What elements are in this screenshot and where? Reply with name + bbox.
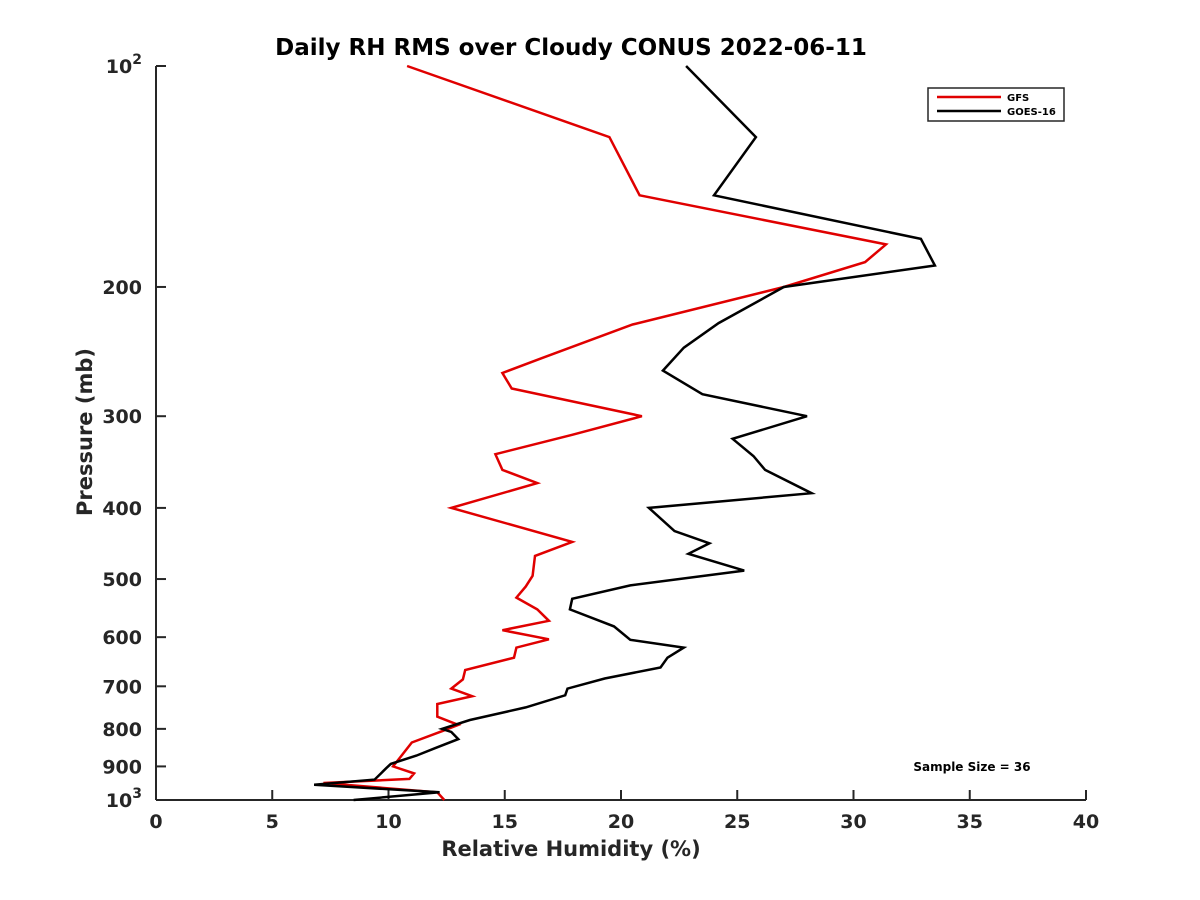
y-tick-label: 300 bbox=[102, 406, 142, 428]
y-tick-label: 800 bbox=[102, 719, 142, 741]
x-tick-label: 15 bbox=[492, 811, 518, 833]
legend-label: GOES-16 bbox=[1007, 107, 1056, 118]
y-tick-label: 400 bbox=[102, 498, 142, 520]
y-tick-label: 500 bbox=[102, 569, 142, 591]
x-tick-label: 20 bbox=[608, 811, 634, 833]
y-tick-label: 700 bbox=[102, 676, 142, 698]
y-axis-title: Pressure (mb) bbox=[73, 348, 97, 516]
x-tick-label: 35 bbox=[957, 811, 983, 833]
x-tick-label: 40 bbox=[1073, 811, 1099, 833]
sample-size-annotation: Sample Size = 36 bbox=[913, 760, 1030, 774]
y-axis-ticks: 102 200 300 400 500 600 700 800 900 103 bbox=[102, 52, 166, 812]
x-tick-label: 5 bbox=[266, 811, 279, 833]
y-tick-label: 103 bbox=[106, 786, 142, 812]
y-tick-label: 102 bbox=[106, 52, 142, 78]
series-line-gfs bbox=[323, 64, 889, 801]
series-line-goes-16 bbox=[313, 65, 937, 802]
x-tick-label: 0 bbox=[149, 811, 162, 833]
x-axis-title: Relative Humidity (%) bbox=[441, 837, 700, 861]
y-tick-label: 900 bbox=[102, 756, 142, 778]
series-layer bbox=[313, 64, 937, 802]
y-tick-label: 600 bbox=[102, 627, 142, 649]
legend-box bbox=[927, 87, 1065, 122]
x-axis-ticks: 0 5 10 15 20 25 30 35 40 bbox=[149, 790, 1099, 833]
x-tick-label: 30 bbox=[840, 811, 866, 833]
y-tick-label: 200 bbox=[102, 277, 142, 299]
x-tick-label: 25 bbox=[724, 811, 750, 833]
x-tick-label: 10 bbox=[375, 811, 401, 833]
chart-title: Daily RH RMS over Cloudy CONUS 2022-06-1… bbox=[275, 35, 867, 61]
axes bbox=[155, 66, 1086, 801]
legend-label: GFS bbox=[1007, 93, 1029, 104]
legend: GFS GOES-16 bbox=[927, 87, 1065, 122]
